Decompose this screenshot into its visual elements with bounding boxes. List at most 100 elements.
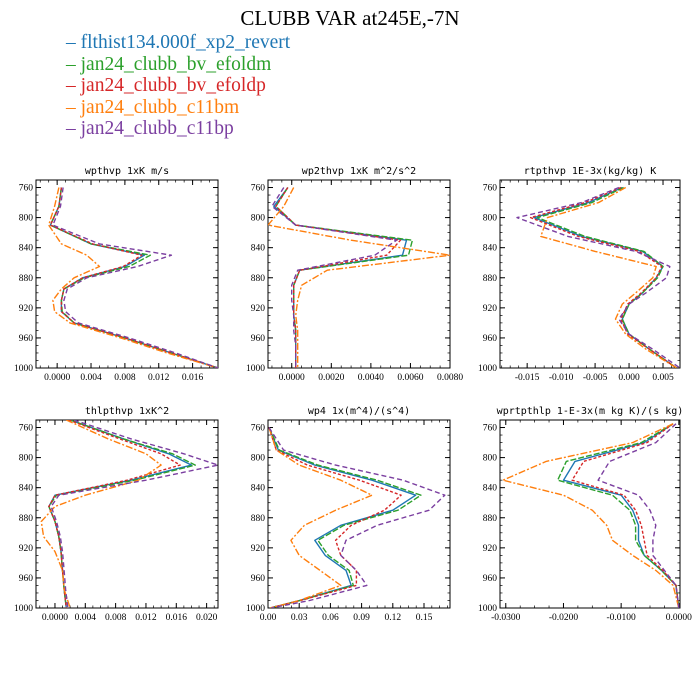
y-tick-label: 960 — [483, 574, 498, 584]
y-tick-label: 920 — [483, 304, 498, 314]
plot-frame — [267, 419, 451, 609]
x-tick-label: 0.000 — [618, 373, 640, 383]
legend-label: jan24_clubb_bv_efoldp — [80, 75, 266, 96]
x-tick-label: 0.008 — [114, 373, 136, 383]
panel-title: wprtpthlp 1-E-3x(m kg K)/(s kg) — [497, 406, 684, 417]
series-line-4 — [48, 187, 218, 368]
x-tick-label: 0.008 — [105, 613, 127, 623]
y-tick-label: 840 — [251, 484, 266, 494]
y-tick-label: 800 — [251, 454, 266, 464]
legend-label: flthist134.000f_xp2_revert — [80, 32, 291, 53]
series-group — [502, 423, 680, 608]
x-tick-label: 0.005 — [652, 373, 674, 383]
legend-swatch: – — [66, 53, 81, 75]
y-tick-label: 920 — [19, 304, 34, 314]
y-tick-label: 920 — [19, 544, 34, 554]
legend-swatch: – — [66, 32, 81, 53]
y-tick-label: 800 — [483, 214, 498, 224]
y-tick-label: 840 — [251, 244, 266, 254]
x-tick-label: 0.0080 — [437, 373, 463, 383]
panel: thlpthvp 1xK^2 760 800 840 880 920 960 1000 0.00… — [14, 406, 219, 623]
x-tick-label: 0.09 — [353, 613, 370, 623]
legend-label: jan24_clubb_bv_efoldm — [80, 53, 272, 75]
y-tick-label: 800 — [251, 214, 266, 224]
x-tick-label: -0.010 — [549, 373, 574, 383]
y-tick-label: 800 — [19, 214, 34, 224]
series-line-3 — [529, 186, 677, 368]
panel-title: thlpthvp 1xK^2 — [85, 406, 169, 417]
legend-swatch: – — [66, 118, 81, 139]
y-tick-label: 760 — [19, 184, 34, 194]
series-line-3 — [49, 187, 218, 368]
panel-title: rtpthvp 1E-3x(kg/kg) K — [524, 166, 656, 177]
y-tick-label: 1000 — [478, 604, 497, 614]
y-tick-label: 880 — [251, 514, 266, 524]
x-tick-label: 0.0000 — [42, 613, 68, 623]
legend-item: – jan24_clubb_c11bp — [66, 118, 290, 140]
series-line-1 — [48, 420, 193, 608]
series-line-1 — [562, 423, 680, 608]
y-tick-label: 840 — [483, 244, 498, 254]
panel-title: wp4 1x(m^4)/(s^4) — [308, 406, 410, 417]
panel: rtpthvp 1E-3x(kg/kg) K 760 800 840 880 920 960… — [478, 166, 681, 383]
x-tick-label: 0.03 — [291, 613, 308, 623]
x-tick-label: 0.0020 — [318, 373, 344, 383]
y-tick-label: 960 — [19, 574, 34, 584]
legend-label: jan24_clubb_c11bp — [80, 118, 234, 139]
y-tick-label: 840 — [19, 484, 34, 494]
y-tick-label: 1000 — [246, 604, 265, 614]
legend-item: – jan24_clubb_c11bm — [66, 97, 290, 119]
x-tick-label: 0.06 — [322, 613, 339, 623]
y-tick-label: 880 — [19, 274, 34, 284]
panel-title: wpthvp 1xK m/s — [85, 166, 169, 177]
series-line-5 — [597, 423, 680, 608]
series-group — [268, 427, 446, 608]
x-tick-label: 0.15 — [416, 613, 433, 623]
y-tick-label: 800 — [19, 454, 34, 464]
x-tick-label: 0.0000 — [666, 613, 692, 623]
x-tick-label: -0.005 — [583, 373, 608, 383]
x-tick-label: 0.0000 — [279, 373, 305, 383]
plot-frame — [499, 179, 681, 369]
legend-item: – flthist134.000f_xp2_revert — [66, 32, 290, 54]
y-tick-label: 920 — [483, 544, 498, 554]
x-tick-label: 0.020 — [196, 613, 218, 623]
y-tick-label: 840 — [19, 244, 34, 254]
panel: wp4 1x(m^4)/(s^4)76080084088092096010000… — [246, 406, 451, 623]
x-tick-label: 0.012 — [135, 613, 157, 623]
x-tick-label: -0.0300 — [491, 613, 521, 623]
series-line-4 — [502, 423, 680, 608]
series-line-5 — [516, 186, 680, 368]
plot-frame — [35, 179, 219, 369]
plot-frame — [267, 179, 451, 369]
series-group — [268, 187, 450, 368]
y-tick-label: 1000 — [246, 364, 265, 374]
series-line-4 — [268, 187, 450, 368]
series-line-5 — [268, 427, 446, 608]
y-tick-label: 840 — [483, 484, 498, 494]
y-tick-label: 920 — [251, 304, 266, 314]
legend-swatch: – — [66, 75, 81, 96]
y-tick-label: 960 — [251, 574, 266, 584]
series-line-4 — [268, 427, 373, 608]
panel: wprtpthlp 1-E-3x(m kg K)/(s kg) 760 800 840… — [478, 406, 692, 623]
plot-frame — [499, 419, 681, 609]
x-tick-label: 0.12 — [384, 613, 401, 623]
legend-item: – jan24_clubb_bv_efoldp — [66, 75, 290, 97]
series-group — [48, 187, 218, 368]
series-line-3 — [571, 423, 680, 608]
y-tick-label: 880 — [19, 514, 34, 524]
y-tick-label: 880 — [251, 274, 266, 284]
x-tick-label: -0.0100 — [607, 613, 637, 623]
series-line-3 — [275, 187, 402, 368]
legend-item: – jan24_clubb_bv_efoldm — [66, 54, 290, 76]
y-tick-label: 1000 — [14, 604, 33, 614]
y-tick-label: 1000 — [14, 364, 33, 374]
series-line-5 — [52, 187, 218, 368]
x-tick-label: 0.0000 — [44, 373, 70, 383]
x-tick-label: 0.00 — [260, 613, 277, 623]
y-tick-label: 960 — [483, 334, 498, 344]
series-line-2 — [557, 423, 680, 608]
panel: wp2thvp 1xK m^2/s^2 760 800 840 880 920 960 100… — [246, 166, 463, 383]
